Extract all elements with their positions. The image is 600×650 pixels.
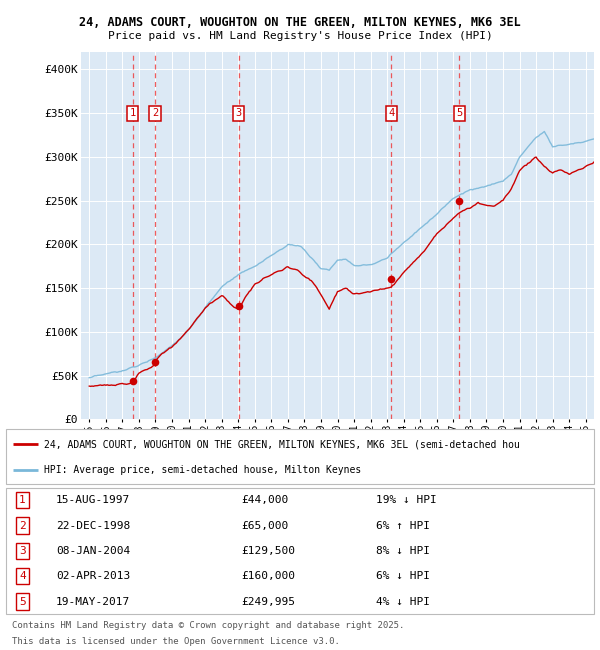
FancyBboxPatch shape xyxy=(6,488,594,614)
Text: Contains HM Land Registry data © Crown copyright and database right 2025.: Contains HM Land Registry data © Crown c… xyxy=(12,621,404,630)
Text: 22-DEC-1998: 22-DEC-1998 xyxy=(56,521,130,530)
Text: £44,000: £44,000 xyxy=(241,495,289,505)
Text: 4: 4 xyxy=(19,571,26,581)
Text: 15-AUG-1997: 15-AUG-1997 xyxy=(56,495,130,505)
Text: 19-MAY-2017: 19-MAY-2017 xyxy=(56,597,130,606)
Text: 6% ↓ HPI: 6% ↓ HPI xyxy=(376,571,430,581)
FancyBboxPatch shape xyxy=(6,429,594,484)
Text: 5: 5 xyxy=(457,108,463,118)
Text: £160,000: £160,000 xyxy=(241,571,295,581)
Text: 5: 5 xyxy=(19,597,26,606)
Text: 3: 3 xyxy=(19,546,26,556)
Text: £249,995: £249,995 xyxy=(241,597,295,606)
Text: 24, ADAMS COURT, WOUGHTON ON THE GREEN, MILTON KEYNES, MK6 3EL: 24, ADAMS COURT, WOUGHTON ON THE GREEN, … xyxy=(79,16,521,29)
Text: 24, ADAMS COURT, WOUGHTON ON THE GREEN, MILTON KEYNES, MK6 3EL (semi-detached ho: 24, ADAMS COURT, WOUGHTON ON THE GREEN, … xyxy=(44,439,520,449)
Text: £65,000: £65,000 xyxy=(241,521,289,530)
Text: 1: 1 xyxy=(130,108,136,118)
Text: 8% ↓ HPI: 8% ↓ HPI xyxy=(376,546,430,556)
Text: HPI: Average price, semi-detached house, Milton Keynes: HPI: Average price, semi-detached house,… xyxy=(44,465,361,475)
Text: 19% ↓ HPI: 19% ↓ HPI xyxy=(376,495,437,505)
Text: 6% ↑ HPI: 6% ↑ HPI xyxy=(376,521,430,530)
Text: 02-APR-2013: 02-APR-2013 xyxy=(56,571,130,581)
Text: 4: 4 xyxy=(388,108,394,118)
Text: This data is licensed under the Open Government Licence v3.0.: This data is licensed under the Open Gov… xyxy=(12,637,340,646)
Text: 2: 2 xyxy=(19,521,26,530)
Text: 08-JAN-2004: 08-JAN-2004 xyxy=(56,546,130,556)
Text: 1: 1 xyxy=(19,495,26,505)
Text: 3: 3 xyxy=(235,108,242,118)
Text: Price paid vs. HM Land Registry's House Price Index (HPI): Price paid vs. HM Land Registry's House … xyxy=(107,31,493,41)
Text: 2: 2 xyxy=(152,108,158,118)
Text: £129,500: £129,500 xyxy=(241,546,295,556)
Text: 4% ↓ HPI: 4% ↓ HPI xyxy=(376,597,430,606)
